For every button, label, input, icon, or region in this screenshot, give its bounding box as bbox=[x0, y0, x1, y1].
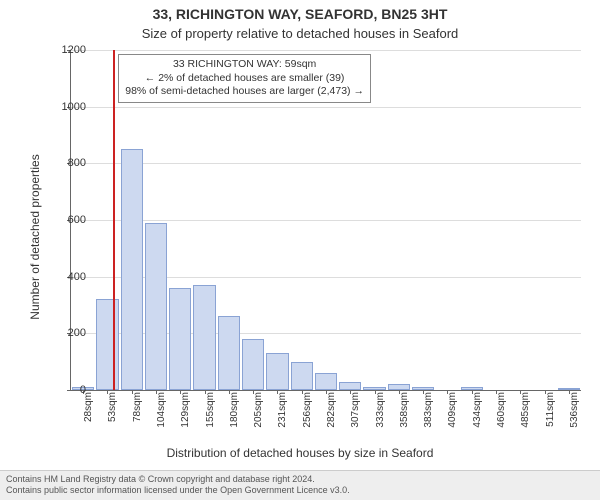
gridline bbox=[71, 220, 581, 221]
ytick-label: 400 bbox=[46, 271, 86, 283]
histogram-bar bbox=[242, 339, 264, 390]
ytick-label: 1000 bbox=[46, 101, 86, 113]
xtick-label: 434sqm bbox=[472, 392, 483, 452]
xtick-label: 231sqm bbox=[277, 392, 288, 452]
xtick-label: 155sqm bbox=[205, 392, 216, 452]
xtick-label: 28sqm bbox=[83, 392, 94, 452]
xtick-label: 460sqm bbox=[496, 392, 507, 452]
histogram-bar bbox=[121, 149, 143, 390]
ytick-label: 1200 bbox=[46, 44, 86, 56]
histogram-bar bbox=[169, 288, 191, 390]
xtick-label: 383sqm bbox=[423, 392, 434, 452]
page-subtitle: Size of property relative to detached ho… bbox=[0, 26, 600, 41]
histogram-bar bbox=[339, 382, 361, 391]
xtick-label: 409sqm bbox=[447, 392, 458, 452]
marker-callout: 33 RICHINGTON WAY: 59sqm ← 2% of detache… bbox=[118, 54, 371, 103]
ytick-label: 200 bbox=[46, 327, 86, 339]
histogram-bar bbox=[315, 373, 337, 390]
ytick-label: 800 bbox=[46, 157, 86, 169]
histogram-bar bbox=[218, 316, 240, 390]
xtick-label: 256sqm bbox=[302, 392, 313, 452]
xtick-label: 78sqm bbox=[132, 392, 143, 452]
xtick-label: 205sqm bbox=[253, 392, 264, 452]
xtick-label: 104sqm bbox=[156, 392, 167, 452]
callout-line3: 98% of semi-detached houses are larger (… bbox=[125, 85, 364, 99]
xtick-label: 485sqm bbox=[520, 392, 531, 452]
chart-page: 33, RICHINGTON WAY, SEAFORD, BN25 3HT Si… bbox=[0, 0, 600, 500]
xtick-label: 307sqm bbox=[350, 392, 361, 452]
xtick-label: 358sqm bbox=[399, 392, 410, 452]
callout-line1: 33 RICHINGTON WAY: 59sqm bbox=[125, 58, 364, 72]
y-axis-label: Number of detached properties bbox=[28, 112, 42, 362]
callout-line2: ← 2% of detached houses are smaller (39) bbox=[125, 72, 364, 86]
footer-line2: Contains public sector information licen… bbox=[6, 485, 594, 497]
xtick-label: 129sqm bbox=[180, 392, 191, 452]
footer-line1: Contains HM Land Registry data © Crown c… bbox=[6, 474, 594, 486]
xtick-label: 53sqm bbox=[107, 392, 118, 452]
property-marker-line bbox=[113, 50, 115, 390]
gridline bbox=[71, 163, 581, 164]
histogram-bar bbox=[266, 353, 288, 390]
histogram-bar bbox=[291, 362, 313, 390]
gridline bbox=[71, 107, 581, 108]
ytick-label: 600 bbox=[46, 214, 86, 226]
gridline bbox=[71, 50, 581, 51]
xtick-label: 333sqm bbox=[375, 392, 386, 452]
ytick-label: 0 bbox=[46, 384, 86, 396]
page-title: 33, RICHINGTON WAY, SEAFORD, BN25 3HT bbox=[0, 6, 600, 22]
xtick-label: 282sqm bbox=[326, 392, 337, 452]
xtick-label: 511sqm bbox=[545, 392, 556, 452]
xtick-label: 536sqm bbox=[569, 392, 580, 452]
xtick-label: 180sqm bbox=[229, 392, 240, 452]
histogram-bar bbox=[193, 285, 215, 390]
x-axis-label: Distribution of detached houses by size … bbox=[0, 446, 600, 460]
attribution-footer: Contains HM Land Registry data © Crown c… bbox=[0, 470, 600, 500]
histogram-bar bbox=[145, 223, 167, 390]
